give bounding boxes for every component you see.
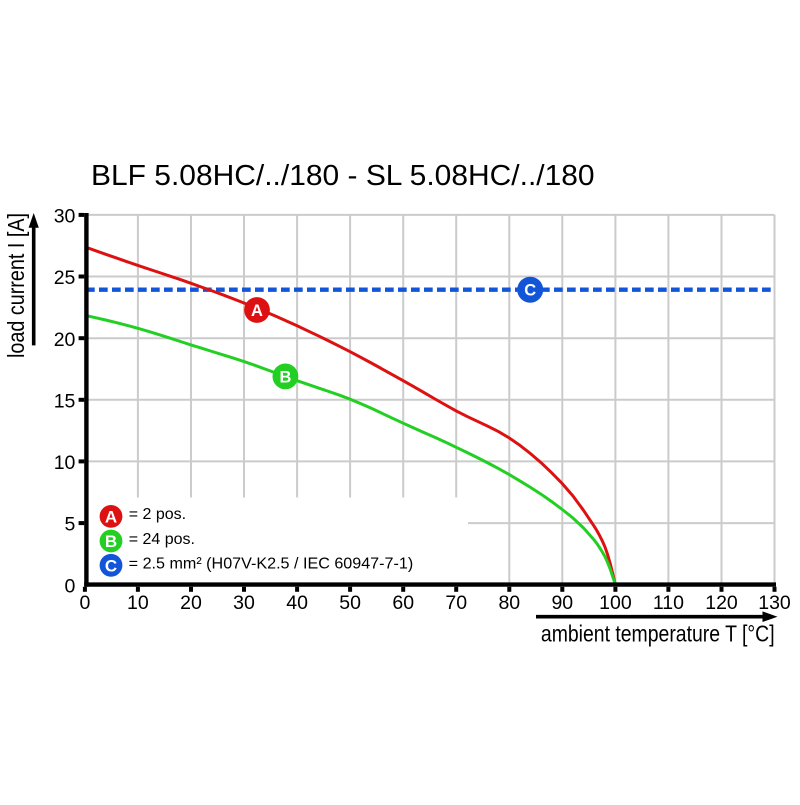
svg-text:10: 10 [54, 452, 76, 474]
svg-text:A: A [105, 508, 117, 527]
svg-text:25: 25 [54, 267, 76, 289]
svg-text:= 2 pos.: = 2 pos. [129, 506, 186, 523]
svg-text:40: 40 [286, 592, 308, 614]
svg-text:= 24 pos.: = 24 pos. [129, 531, 195, 548]
svg-text:BLF 5.08HC/../180 - SL 5.08HC/: BLF 5.08HC/../180 - SL 5.08HC/../180 [91, 160, 595, 192]
svg-text:ambient temperature T [°C]: ambient temperature T [°C] [541, 621, 775, 647]
svg-text:60: 60 [392, 592, 414, 614]
svg-text:C: C [105, 557, 117, 576]
svg-text:120: 120 [705, 592, 738, 614]
svg-text:0: 0 [79, 592, 90, 614]
svg-text:5: 5 [65, 514, 76, 536]
svg-text:30: 30 [54, 206, 76, 228]
svg-text:A: A [251, 302, 263, 320]
svg-text:load current I [A]: load current I [A] [3, 213, 29, 358]
svg-text:70: 70 [445, 592, 467, 614]
svg-text:20: 20 [180, 592, 202, 614]
svg-text:100: 100 [599, 592, 632, 614]
svg-text:90: 90 [551, 592, 573, 614]
svg-text:20: 20 [54, 329, 76, 351]
svg-text:15: 15 [54, 390, 76, 412]
svg-text:10: 10 [127, 592, 149, 614]
svg-text:110: 110 [653, 592, 684, 614]
svg-text:= 2.5 mm² (H07V-K2.5 / IEC 609: = 2.5 mm² (H07V-K2.5 / IEC 60947-7-1) [129, 556, 414, 573]
svg-text:50: 50 [339, 592, 361, 614]
svg-text:80: 80 [498, 592, 520, 614]
svg-text:B: B [279, 368, 291, 386]
svg-text:B: B [105, 532, 117, 551]
svg-text:130: 130 [758, 592, 791, 614]
svg-text:C: C [524, 282, 536, 300]
svg-text:30: 30 [233, 592, 255, 614]
svg-text:0: 0 [65, 575, 76, 597]
